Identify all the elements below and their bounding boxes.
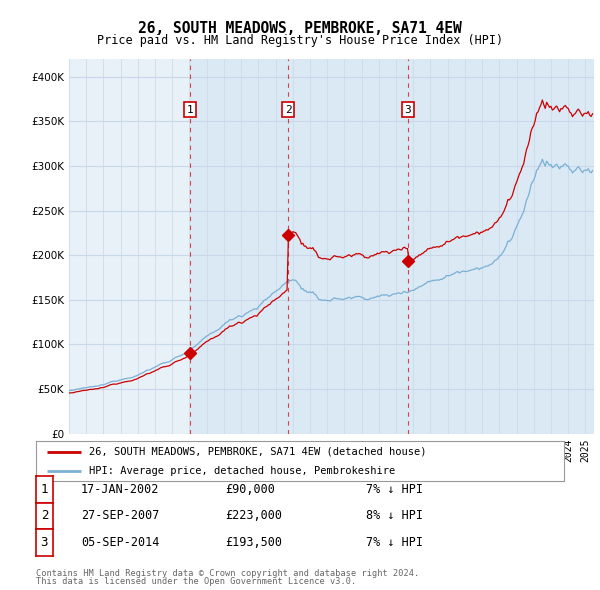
Text: £90,000: £90,000 (225, 483, 275, 496)
Text: £223,000: £223,000 (225, 509, 282, 523)
Text: This data is licensed under the Open Government Licence v3.0.: This data is licensed under the Open Gov… (36, 578, 356, 586)
Text: 7% ↓ HPI: 7% ↓ HPI (366, 483, 423, 496)
Text: 26, SOUTH MEADOWS, PEMBROKE, SA71 4EW (detached house): 26, SOUTH MEADOWS, PEMBROKE, SA71 4EW (d… (89, 447, 426, 457)
Text: HPI: Average price, detached house, Pembrokeshire: HPI: Average price, detached house, Pemb… (89, 466, 395, 476)
Text: 3: 3 (404, 104, 411, 114)
Text: £193,500: £193,500 (225, 536, 282, 549)
Bar (408, 59, 594, 434)
Text: 1: 1 (41, 483, 48, 496)
Bar (288, 59, 408, 434)
Text: 05-SEP-2014: 05-SEP-2014 (81, 536, 160, 549)
Text: 27-SEP-2007: 27-SEP-2007 (81, 509, 160, 523)
Text: 2: 2 (285, 104, 292, 114)
Text: 3: 3 (41, 536, 48, 549)
Text: 26, SOUTH MEADOWS, PEMBROKE, SA71 4EW: 26, SOUTH MEADOWS, PEMBROKE, SA71 4EW (138, 21, 462, 35)
Bar (190, 59, 288, 434)
Text: Price paid vs. HM Land Registry's House Price Index (HPI): Price paid vs. HM Land Registry's House … (97, 34, 503, 47)
Text: 7% ↓ HPI: 7% ↓ HPI (366, 536, 423, 549)
Text: 1: 1 (187, 104, 194, 114)
Text: 17-JAN-2002: 17-JAN-2002 (81, 483, 160, 496)
Text: Contains HM Land Registry data © Crown copyright and database right 2024.: Contains HM Land Registry data © Crown c… (36, 569, 419, 578)
Text: 8% ↓ HPI: 8% ↓ HPI (366, 509, 423, 523)
Text: 2: 2 (41, 509, 48, 523)
